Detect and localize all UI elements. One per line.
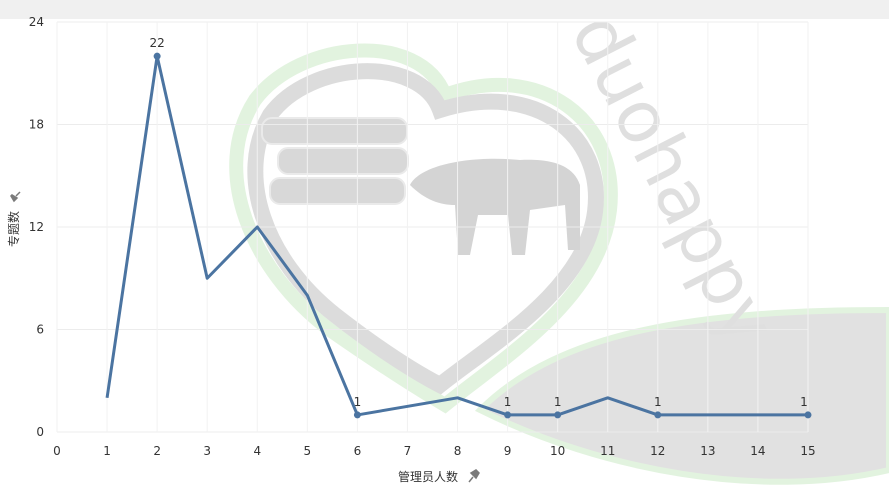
x-tick-label: 10 [550, 444, 565, 458]
data-label: 1 [800, 395, 808, 409]
x-axis-title: 管理员人数 [398, 469, 458, 484]
x-tick-label: 15 [800, 444, 815, 458]
x-tick-label: 9 [504, 444, 512, 458]
x-tick-label: 12 [650, 444, 665, 458]
data-label: 22 [149, 36, 164, 50]
data-point[interactable] [654, 411, 662, 419]
series-line [105, 54, 808, 417]
watermark-books [261, 117, 409, 205]
y-tick-label: 12 [29, 220, 44, 234]
y-axis-pin-icon[interactable] [10, 191, 21, 203]
watermark-heart [229, 43, 618, 414]
data-point[interactable] [804, 411, 812, 419]
data-label: 1 [654, 395, 662, 409]
data-point[interactable] [353, 411, 361, 419]
series-layer [105, 52, 812, 419]
data-label: 1 [504, 395, 512, 409]
watermark-heart-inner [247, 63, 604, 395]
data-label: 1 [554, 395, 562, 409]
x-tick-label: 7 [404, 444, 412, 458]
x-tick-label: 3 [203, 444, 211, 458]
x-tick-label: 11 [600, 444, 615, 458]
watermark-animal [410, 158, 580, 255]
y-axis-title: 专题数 [6, 211, 21, 247]
x-tick-label: 8 [454, 444, 462, 458]
y-axis-title-group: 专题数 [6, 191, 21, 247]
x-tick-label: 2 [153, 444, 161, 458]
y-tick-label: 18 [29, 118, 44, 132]
x-tick-label: 6 [354, 444, 362, 458]
x-tick-label: 4 [253, 444, 261, 458]
x-axis-ticks: 0 1 2 3 4 5 6 7 8 9 10 11 12 13 14 15 [53, 444, 815, 458]
x-tick-label: 0 [53, 444, 61, 458]
y-axis-ticks: 0 6 12 18 24 [29, 15, 44, 439]
data-point[interactable] [153, 52, 161, 60]
x-axis-pin-icon[interactable] [468, 469, 480, 483]
x-axis-title-group: 管理员人数 [398, 469, 480, 484]
top-bar [0, 0, 889, 19]
y-tick-label: 0 [36, 425, 44, 439]
data-labels: 22 1 1 1 1 1 [149, 36, 807, 409]
data-label: 1 [354, 395, 362, 409]
data-point[interactable] [554, 411, 562, 419]
watermark-logo: duohappy [229, 0, 889, 485]
x-tick-label: 14 [750, 444, 765, 458]
x-tick-label: 5 [304, 444, 312, 458]
y-tick-label: 6 [36, 323, 44, 337]
data-point[interactable] [504, 411, 512, 419]
watermark-leaf [474, 306, 889, 485]
x-tick-label: 1 [103, 444, 111, 458]
x-tick-label: 13 [700, 444, 715, 458]
y-tick-label: 24 [29, 15, 44, 29]
